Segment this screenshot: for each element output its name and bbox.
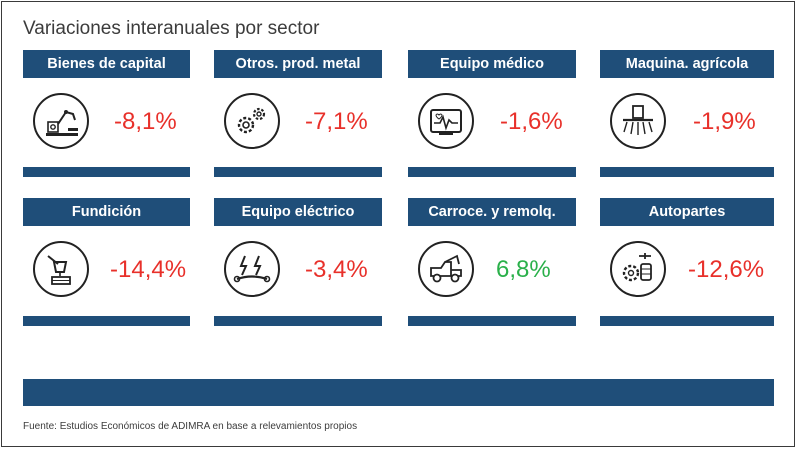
sector-header-equipo-electrico: Equipo eléctrico (214, 198, 382, 226)
sector-header-bienes-de-capital: Bienes de capital (23, 50, 190, 78)
sector-header-equipo-medico: Equipo médico (408, 50, 576, 78)
sector-bar-carroce-y-remolq (408, 316, 576, 326)
foundry-ladle-icon (33, 241, 89, 297)
sector-header-fundicion: Fundición (23, 198, 190, 226)
sector-value-otros-prod-metal: -7,1% (305, 108, 368, 135)
tow-truck-icon (418, 241, 474, 297)
sector-value-bienes-de-capital: -8,1% (114, 108, 177, 135)
sector-header-autopartes: Autopartes (600, 198, 774, 226)
sprayer-icon (610, 93, 666, 149)
sector-value-carroce-y-remolq: 6,8% (496, 256, 551, 283)
heart-monitor-icon (418, 93, 474, 149)
sector-value-maquina-agricola: -1,9% (693, 108, 756, 135)
sector-value-fundicion: -14,4% (110, 256, 187, 283)
sector-bar-otros-prod-metal (214, 167, 382, 177)
sector-bar-maquina-agricola (600, 167, 774, 177)
sector-header-otros-prod-metal: Otros. prod. metal (214, 50, 382, 78)
gears-icon (224, 93, 280, 149)
sector-value-equipo-medico: -1,6% (500, 108, 563, 135)
auto-parts-icon (610, 241, 666, 297)
robot-arm-icon (33, 93, 89, 149)
sector-value-autopartes: -12,6% (688, 256, 765, 283)
sector-bar-autopartes (600, 316, 774, 326)
sector-header-carroce-y-remolq: Carroce. y remolq. (408, 198, 576, 226)
source-note: Fuente: Estudios Económicos de ADIMRA en… (23, 421, 358, 432)
sector-value-equipo-electrico: -3,4% (305, 256, 368, 283)
slide-title: Variaciones interanuales por sector (23, 18, 320, 39)
footer-bar (23, 379, 774, 406)
electric-wrench-icon (224, 241, 280, 297)
sector-header-maquina-agricola: Maquina. agrícola (600, 50, 774, 78)
sector-bar-equipo-electrico (214, 316, 382, 326)
sector-bar-equipo-medico (408, 167, 576, 177)
sector-bar-fundicion (23, 316, 190, 326)
sector-bar-bienes-de-capital (23, 167, 190, 177)
